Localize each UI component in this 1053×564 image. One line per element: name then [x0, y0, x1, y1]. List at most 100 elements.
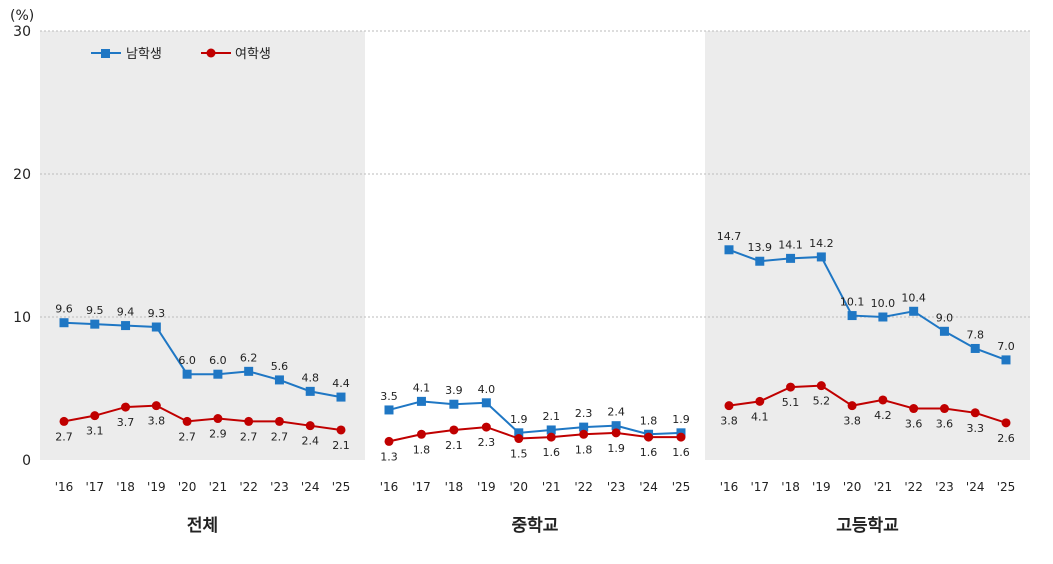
female-point	[939, 404, 949, 414]
data-labels: 9.6 9.5 9.4 9.3 6.0 6.0 6.2 5.6 4.8 4.4 2.7 3.1 3.7 3…	[55, 230, 1015, 464]
y-unit-label: (%)	[10, 8, 34, 24]
data-label: 9.4	[117, 306, 135, 319]
female-point	[336, 425, 346, 435]
male-series-line	[728, 248, 1007, 361]
y-tick-label: 30	[13, 24, 31, 40]
data-label: 5.6	[271, 360, 289, 373]
data-label: 2.7	[271, 430, 289, 443]
legend-female-marker	[206, 48, 216, 58]
data-label: 4.8	[301, 371, 319, 384]
x-tick-label: '17	[750, 480, 769, 494]
female-point	[816, 381, 826, 391]
x-tick-label: '19	[477, 480, 496, 494]
x-tick-label: '18	[445, 480, 464, 494]
data-label: 2.1	[445, 439, 463, 452]
x-tick-label: '17	[412, 480, 431, 494]
data-label: 1.9	[607, 442, 625, 455]
data-label: 14.7	[717, 230, 742, 243]
male-point	[546, 425, 556, 435]
x-tick-label: '21	[209, 480, 228, 494]
x-tick-label: '23	[935, 480, 954, 494]
legend-female-label: 여학생	[235, 47, 271, 62]
group-backgrounds	[40, 31, 1030, 460]
data-label: 4.4	[332, 377, 350, 390]
male-point	[878, 312, 888, 322]
female-point	[847, 401, 857, 411]
female-point	[182, 416, 192, 426]
group-title: 전체	[187, 516, 218, 536]
female-point	[755, 396, 765, 406]
data-label: 1.9	[510, 413, 528, 426]
female-point	[644, 432, 654, 442]
female-point	[676, 432, 686, 442]
data-label: 3.5	[380, 390, 398, 403]
legend-male-marker	[101, 49, 110, 58]
male-point	[786, 253, 796, 263]
data-label: 6.2	[240, 351, 258, 364]
data-label: 2.4	[301, 435, 319, 448]
data-label: 2.7	[240, 430, 258, 443]
x-tick-label: '24	[301, 480, 320, 494]
data-label: 3.8	[720, 415, 738, 428]
y-tick-label: 20	[13, 167, 31, 183]
data-label: 1.9	[672, 413, 690, 426]
male-point	[182, 369, 192, 379]
x-tick-label: '24	[966, 480, 985, 494]
male-point	[1001, 355, 1011, 365]
x-tick-label: '22	[574, 480, 593, 494]
female-point	[449, 425, 459, 435]
female-point	[121, 402, 131, 412]
male-point	[121, 321, 131, 331]
data-label: 9.6	[55, 303, 73, 316]
data-label: 1.8	[575, 443, 593, 456]
x-tick-label: '16	[55, 480, 74, 494]
male-point	[939, 326, 949, 336]
group-background-0	[40, 31, 365, 460]
female-series-line	[63, 404, 342, 431]
male-point	[481, 398, 491, 408]
x-tick-label: '25	[672, 480, 691, 494]
x-tick-label: '25	[332, 480, 351, 494]
legend-male-label: 남학생	[126, 47, 162, 62]
x-tick-label: '17	[85, 480, 104, 494]
female-point	[384, 436, 394, 446]
y-axis: (%) 0 10 20 30	[10, 8, 34, 469]
male-point	[213, 369, 223, 379]
male-point	[755, 256, 765, 266]
male-point	[816, 252, 826, 262]
y-tick-label: 10	[13, 310, 31, 326]
female-point	[786, 382, 796, 392]
x-tick-label: '16	[380, 480, 399, 494]
x-tick-label: '22	[239, 480, 258, 494]
female-point	[970, 408, 980, 418]
data-label: 9.3	[148, 307, 166, 320]
data-label: 7.8	[966, 328, 984, 341]
data-label: 7.0	[997, 340, 1015, 353]
female-point	[151, 401, 161, 411]
male-point	[611, 421, 621, 431]
x-tick-label: '18	[781, 480, 800, 494]
data-label: 3.6	[936, 418, 954, 431]
data-label: 1.6	[542, 446, 560, 459]
x-tick-label: '20	[509, 480, 528, 494]
male-point	[59, 318, 69, 328]
x-tick-label: '23	[607, 480, 626, 494]
data-label: 2.6	[997, 432, 1015, 445]
male-point	[305, 386, 315, 396]
x-tick-label: '20	[178, 480, 197, 494]
female-point	[90, 411, 100, 421]
male-point	[336, 392, 346, 402]
data-label: 10.4	[901, 291, 926, 304]
male-point	[579, 422, 589, 432]
x-tick-label: '25	[997, 480, 1016, 494]
female-point	[416, 429, 426, 439]
female-point	[579, 429, 589, 439]
data-label: 14.1	[778, 238, 803, 251]
x-tick-label: '21	[874, 480, 893, 494]
data-label: 4.0	[478, 383, 496, 396]
female-point	[546, 432, 556, 442]
male-point	[449, 399, 459, 409]
data-label: 10.1	[840, 296, 865, 309]
x-tick-label: '19	[147, 480, 166, 494]
data-label: 5.1	[782, 396, 800, 409]
